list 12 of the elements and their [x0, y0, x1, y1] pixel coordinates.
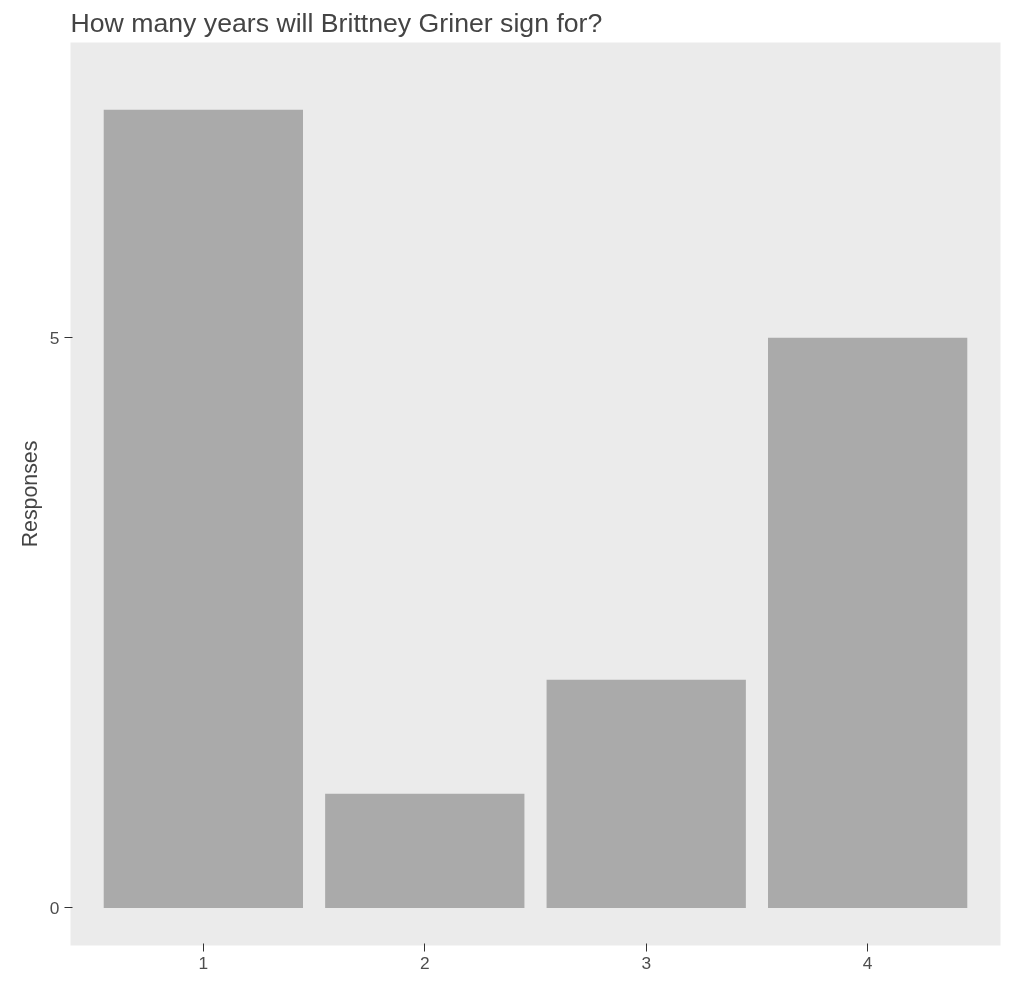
x-tick-label: 3 — [641, 952, 652, 973]
y-axis-title: Responses — [17, 440, 42, 548]
bar — [103, 109, 303, 908]
y-tick-label: 0 — [49, 897, 60, 918]
bar — [546, 679, 746, 908]
chart-title: How many years will Brittney Griner sign for? — [70, 7, 603, 38]
x-tick-label: 4 — [862, 952, 873, 973]
bar — [325, 793, 525, 908]
x-tick-label: 2 — [419, 952, 430, 973]
bar — [768, 337, 968, 908]
x-tick-label: 1 — [198, 952, 209, 973]
y-tick-label: 5 — [49, 327, 60, 348]
